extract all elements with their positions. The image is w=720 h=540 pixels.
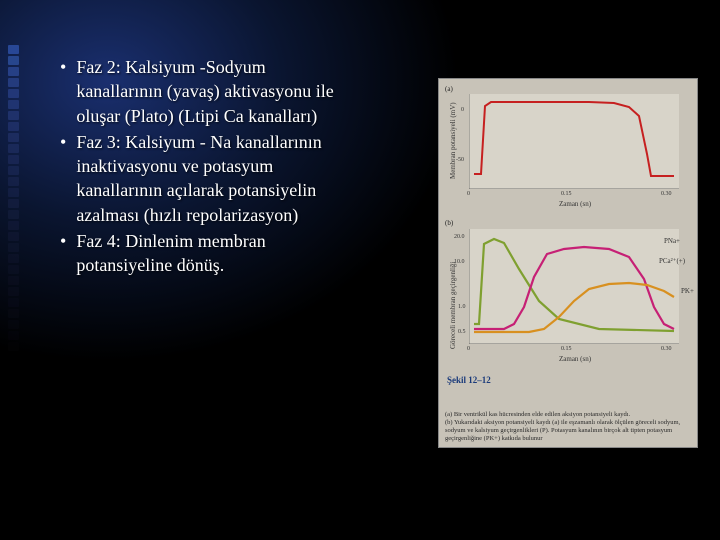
tick-b-y2: 1.0: [458, 304, 466, 310]
bullet-item: •Faz 3: Kalsiyum - Na kanallarının inakt…: [60, 130, 350, 227]
tick-b-x2: 0.30: [661, 346, 672, 352]
series-ca-label: PCa²⁺(+): [659, 257, 685, 265]
decoration-square: [8, 232, 19, 241]
panel-b-xlabel: Zaman (sn): [559, 355, 591, 363]
decoration-square: [8, 221, 19, 230]
bullet-text: Faz 2: Kalsiyum -Sodyum kanallarının (ya…: [76, 55, 350, 128]
tick-b-y1: 10.0: [454, 259, 465, 265]
tick-b-x0: 0: [467, 346, 470, 352]
decoration-square: [8, 254, 19, 263]
decoration-square: [8, 309, 19, 318]
tick-b-y0: 20.0: [454, 234, 465, 240]
panel-a-svg: [469, 94, 679, 189]
bullet-item: •Faz 2: Kalsiyum -Sodyum kanallarının (y…: [60, 55, 350, 128]
decoration-square: [8, 243, 19, 252]
decoration-square: [8, 78, 19, 87]
decoration-square: [8, 56, 19, 65]
decoration-square: [8, 67, 19, 76]
decoration-square: [8, 188, 19, 197]
bullet-text: Faz 3: Kalsiyum - Na kanallarının inakti…: [76, 130, 350, 227]
decoration-square: [8, 331, 19, 340]
tick-a-x1: 0.15: [561, 191, 572, 197]
panel-a-xlabel: Zaman (sn): [559, 200, 591, 208]
bullet-marker: •: [60, 229, 66, 278]
panel-a-ylabel: Membran potansiyeli (mV): [449, 102, 457, 179]
decoration-square: [8, 265, 19, 274]
tick-b-x1: 0.15: [561, 346, 572, 352]
figure-caption: (a) Bir ventrikül kas hücresinden elde e…: [445, 411, 691, 444]
bullet-list: •Faz 2: Kalsiyum -Sodyum kanallarının (y…: [60, 55, 350, 280]
decoration-square: [8, 100, 19, 109]
decoration-square: [8, 199, 19, 208]
bullet-marker: •: [60, 55, 66, 128]
caption-a: (a) Bir ventrikül kas hücresinden elde e…: [445, 411, 691, 419]
panel-b-label: (b): [445, 219, 453, 227]
panel-b-svg: [469, 229, 679, 344]
tick-a-x0: 0: [467, 191, 470, 197]
tick-a-y1: -50: [456, 157, 464, 163]
decoration-square: [8, 155, 19, 164]
decoration-square: [8, 210, 19, 219]
caption-b: (b) Yukarıdaki aksiyon potansiyeli kaydı…: [445, 419, 691, 443]
decoration-square: [8, 298, 19, 307]
decoration-square: [8, 166, 19, 175]
decoration-squares: [8, 45, 19, 351]
panel-a-label: (a): [445, 85, 453, 93]
panel-a-chart: [469, 94, 679, 189]
decoration-square: [8, 276, 19, 285]
decoration-square: [8, 133, 19, 142]
decoration-square: [8, 144, 19, 153]
decoration-square: [8, 320, 19, 329]
decoration-square: [8, 177, 19, 186]
tick-a-y0: 0: [461, 107, 464, 113]
figure-title: Şekil 12–12: [447, 375, 491, 385]
figure-panel: (a) Membran potansiyeli (mV) 0 -50 0 0.1…: [438, 78, 698, 448]
decoration-square: [8, 111, 19, 120]
bullet-item: •Faz 4: Dinlenim membran potansiyeline d…: [60, 229, 350, 278]
bullet-marker: •: [60, 130, 66, 227]
decoration-square: [8, 287, 19, 296]
series-na-label: PNa+: [664, 237, 680, 245]
tick-b-y3: 0.5: [458, 329, 466, 335]
decoration-square: [8, 342, 19, 351]
decoration-square: [8, 122, 19, 131]
decoration-square: [8, 45, 19, 54]
decoration-square: [8, 89, 19, 98]
tick-a-x2: 0.30: [661, 191, 672, 197]
series-k-label: PK+: [681, 287, 694, 295]
panel-b-chart: [469, 229, 679, 344]
panel-b-ylabel: Göreceli membran geçirgenliği: [449, 262, 457, 349]
bullet-text: Faz 4: Dinlenim membran potansiyeline dö…: [76, 229, 350, 278]
